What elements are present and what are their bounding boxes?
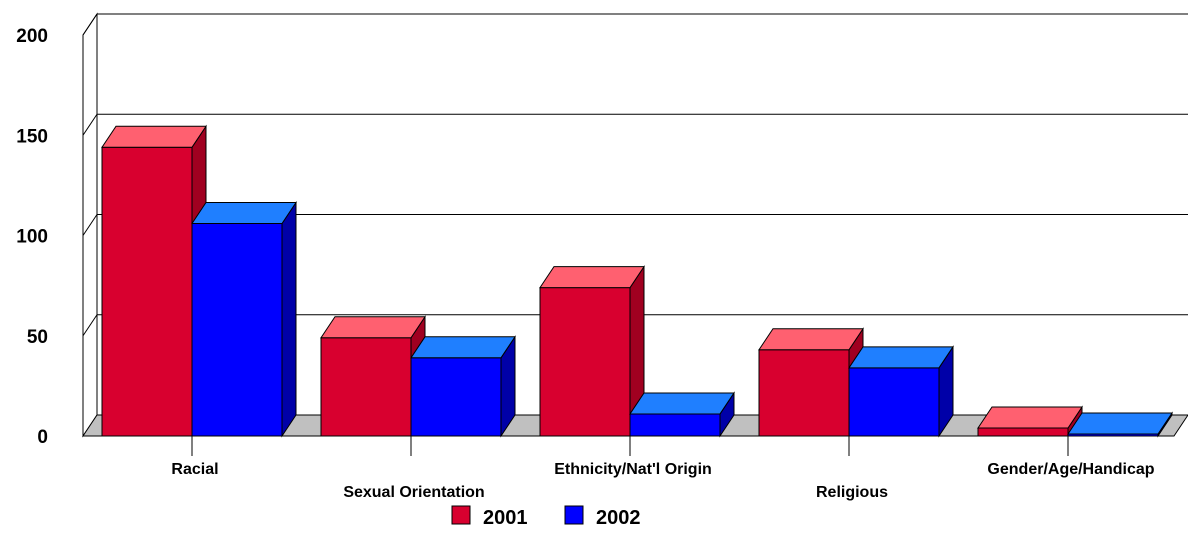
chart-bars (101, 124, 1173, 438)
bar-2001-top (977, 406, 1083, 429)
bar-2002-front (191, 222, 283, 437)
y-tick-label: 0 (37, 427, 48, 448)
gridline-diagonal (82, 13, 98, 36)
bar-2001-top (539, 266, 645, 289)
legend-swatch-2002 (564, 505, 584, 525)
gridline-diagonal (82, 214, 98, 236)
chart-legend: 2001 2002 (451, 505, 641, 529)
category-label: Racial (171, 461, 218, 478)
bar-2001-top (758, 328, 864, 351)
x-axis-labels: Racial Sexual Orientation Ethnicity/Nat'l … (171, 436, 1155, 501)
legend-swatch-2001 (451, 505, 471, 525)
bar-2001-front (758, 349, 850, 437)
bar-2002-top (191, 201, 297, 224)
y-tick-label: 200 (16, 26, 48, 47)
gridline-diagonal (82, 113, 98, 136)
category-label: Gender/Age/Handicap (987, 461, 1154, 478)
bar-2001-top (101, 125, 207, 148)
category-label: Ethnicity/Nat'l Origin (554, 461, 712, 478)
y-tick-label: 50 (27, 327, 48, 348)
legend-label-2002: 2002 (596, 507, 641, 529)
bar-2002-front (629, 413, 721, 437)
bar-2002-top (410, 336, 516, 359)
bar-2002-top (1067, 412, 1173, 435)
bar-2001-front (539, 287, 631, 437)
y-tick-label: 100 (16, 227, 48, 248)
bar-2002-top (848, 346, 954, 369)
bar-2001-front (101, 146, 193, 437)
gridline-diagonal (82, 314, 98, 337)
bar-2002-side (281, 200, 297, 438)
bar-2002-front (410, 357, 502, 437)
bar-2001-top (320, 316, 426, 339)
category-label: Religious (816, 484, 888, 501)
y-axis-ticks: 0 50 100 150 200 (16, 26, 48, 448)
bar-2002-top (629, 392, 735, 415)
category-label: Sexual Orientation (343, 484, 484, 501)
bar-2002-front (848, 367, 940, 437)
bar-2001-front (977, 427, 1069, 437)
y-tick-label: 150 (16, 126, 48, 147)
legend-label-2001: 2001 (483, 507, 528, 529)
bar-2001-front (320, 337, 412, 437)
